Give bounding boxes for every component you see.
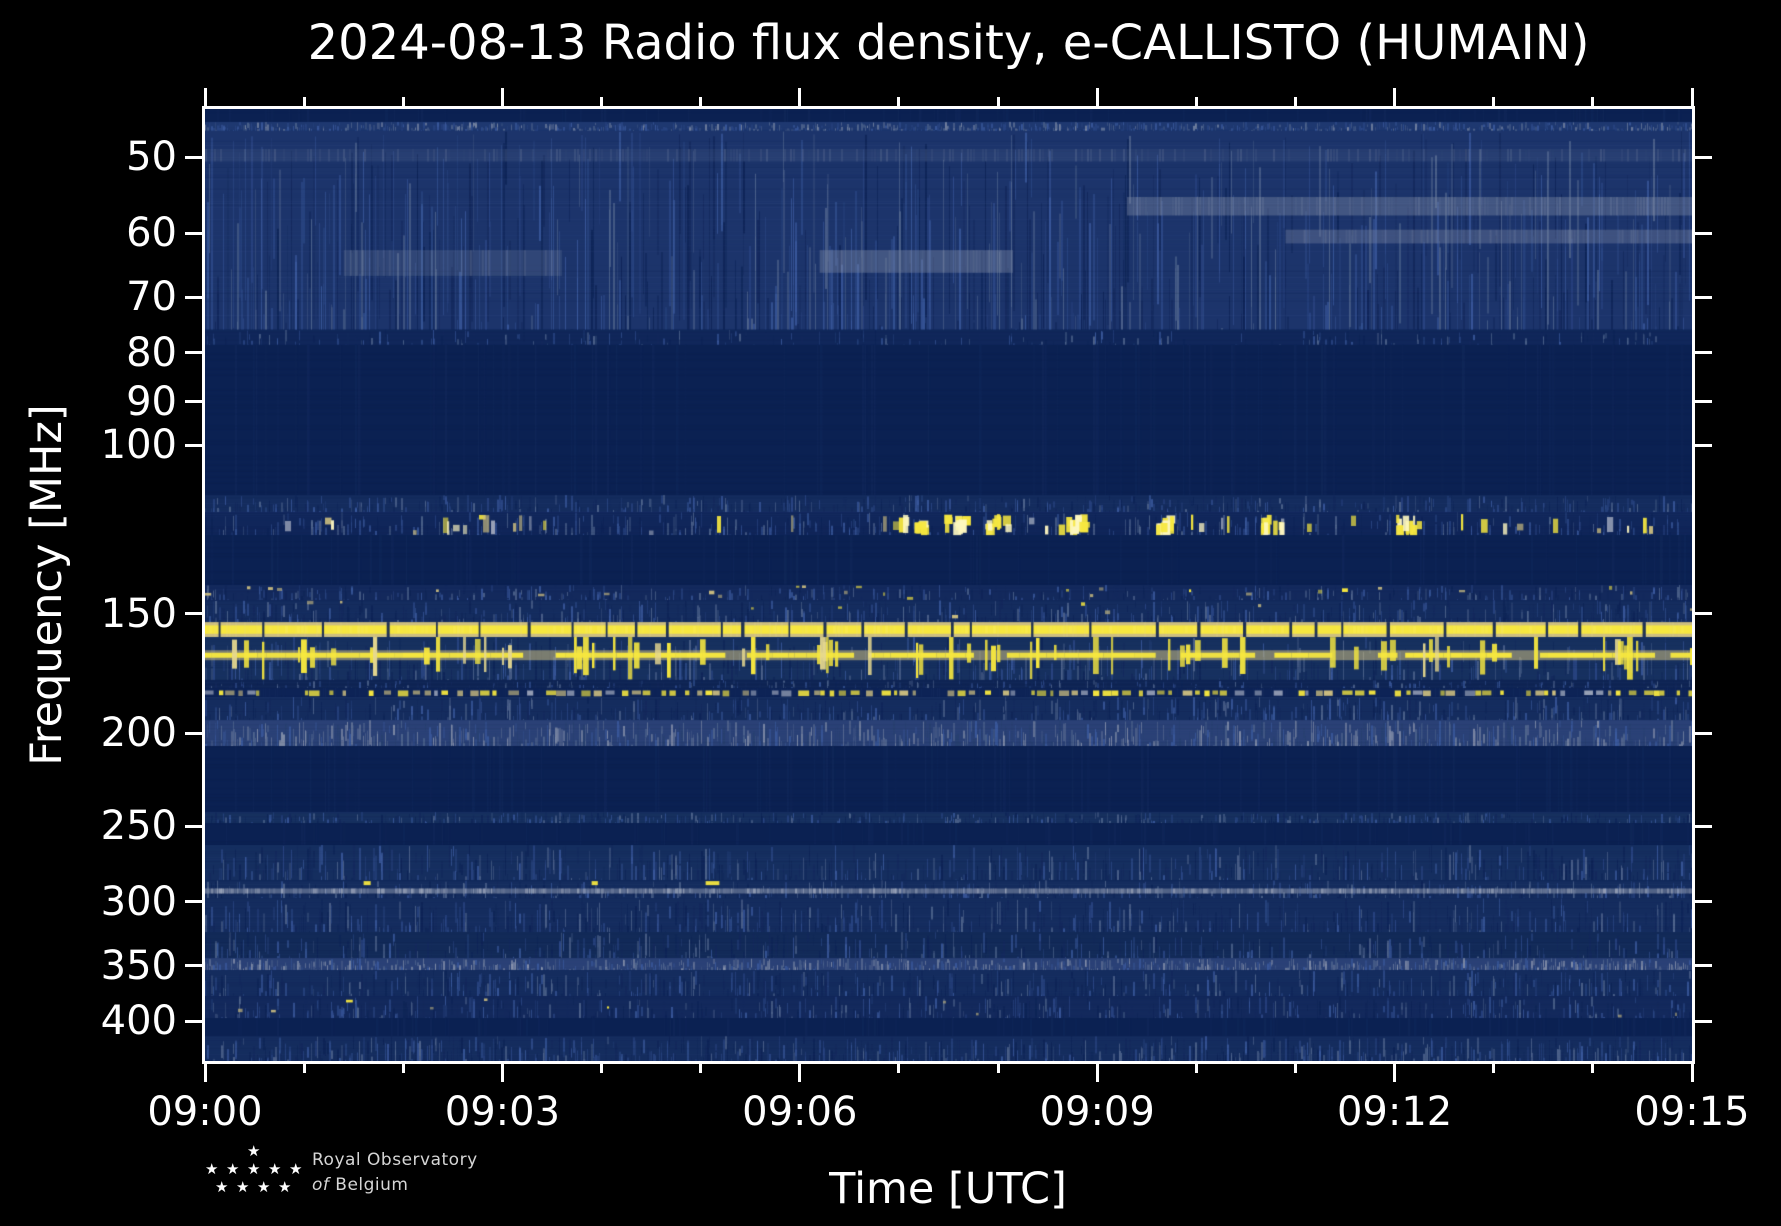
x-tick-minor	[1492, 1064, 1496, 1073]
x-tick-minor	[996, 1064, 1000, 1073]
y-axis-label: Frequency [MHz]	[22, 404, 72, 766]
x-tick-minor	[1293, 1064, 1297, 1073]
y-tick-right	[1695, 824, 1712, 828]
y-tick-label: 200	[100, 710, 177, 757]
credit-text-line1: Royal Observatory	[312, 1150, 478, 1170]
x-tick-major-top	[1095, 88, 1099, 106]
x-tick-major	[1393, 1064, 1397, 1082]
x-tick-minor	[1194, 1064, 1198, 1073]
star-icon: ★	[236, 1178, 250, 1196]
x-tick-major-top	[1690, 88, 1694, 106]
star-icon: ★	[257, 1178, 271, 1196]
x-tick-minor-top	[699, 97, 703, 106]
y-tick-left	[185, 231, 202, 235]
x-tick-minor	[699, 1064, 703, 1073]
x-tick-minor-top	[897, 97, 901, 106]
x-axis-label: Time [UTC]	[829, 1164, 1067, 1214]
x-tick-minor-top	[996, 97, 1000, 106]
y-tick-label: 100	[100, 422, 177, 469]
y-tick-right	[1695, 295, 1712, 299]
y-tick-right	[1695, 900, 1712, 904]
x-tick-major-top	[1393, 88, 1397, 106]
y-tick-right	[1695, 443, 1712, 447]
y-tick-left	[185, 731, 202, 735]
x-tick-minor-top	[401, 97, 405, 106]
spectrogram-plot	[202, 106, 1695, 1064]
x-tick-minor-top	[1293, 97, 1297, 106]
y-tick-left	[185, 964, 202, 968]
x-tick-minor-top	[1194, 97, 1198, 106]
x-tick-major	[1095, 1064, 1099, 1082]
y-tick-left	[185, 612, 202, 616]
y-tick-label: 300	[100, 878, 177, 925]
x-tick-label: 09:06	[742, 1089, 858, 1135]
x-tick-minor	[897, 1064, 901, 1073]
star-icon: ★	[215, 1178, 229, 1196]
star-icon: ★	[268, 1160, 282, 1178]
y-tick-left	[185, 900, 202, 904]
x-tick-major	[1690, 1064, 1694, 1082]
x-tick-major-top	[500, 88, 504, 106]
y-tick-right	[1695, 351, 1712, 355]
y-tick-right	[1695, 731, 1712, 735]
star-icon: ★	[205, 1160, 219, 1178]
x-tick-major	[798, 1064, 802, 1082]
x-tick-minor	[401, 1064, 405, 1073]
x-tick-minor-top	[600, 97, 604, 106]
y-tick-right	[1695, 612, 1712, 616]
y-tick-right	[1695, 400, 1712, 404]
spectrogram-image	[205, 109, 1692, 1061]
x-tick-label: 09:00	[147, 1089, 263, 1135]
x-tick-minor-top	[1591, 97, 1595, 106]
star-icon: ★	[247, 1160, 261, 1178]
x-tick-major	[203, 1064, 207, 1082]
star-icon: ★	[226, 1160, 240, 1178]
credit-text-line2: of Belgium	[312, 1175, 409, 1195]
y-tick-label: 150	[100, 590, 177, 637]
x-tick-major-top	[203, 88, 207, 106]
y-tick-left	[185, 155, 202, 159]
x-tick-label: 09:03	[444, 1089, 561, 1135]
y-tick-right	[1695, 1019, 1712, 1023]
x-tick-minor	[1591, 1064, 1595, 1073]
x-tick-major	[500, 1064, 504, 1082]
y-tick-label: 90	[126, 378, 177, 425]
x-tick-major-top	[798, 88, 802, 106]
y-tick-label: 400	[100, 998, 177, 1045]
x-tick-minor-top	[1492, 97, 1496, 106]
y-tick-right	[1695, 964, 1712, 968]
y-tick-left	[185, 400, 202, 404]
y-tick-right	[1695, 231, 1712, 235]
x-tick-minor	[600, 1064, 604, 1073]
star-icon: ★	[247, 1142, 261, 1160]
y-tick-left	[185, 295, 202, 299]
y-tick-label: 60	[126, 210, 177, 257]
x-tick-minor-top	[302, 97, 306, 106]
x-tick-label: 09:09	[1039, 1089, 1155, 1135]
y-tick-label: 350	[100, 942, 177, 989]
x-tick-label: 09:12	[1336, 1089, 1453, 1135]
y-tick-label: 250	[100, 803, 177, 850]
chart-title: 2024-08-13 Radio flux density, e-CALLIST…	[307, 15, 1590, 71]
x-tick-minor	[302, 1064, 306, 1073]
y-tick-left	[185, 1019, 202, 1023]
y-tick-left	[185, 351, 202, 355]
y-tick-label: 80	[126, 329, 177, 376]
y-tick-label: 50	[126, 134, 177, 181]
x-tick-label: 09:15	[1634, 1089, 1750, 1135]
star-icon: ★	[278, 1178, 292, 1196]
y-tick-left	[185, 443, 202, 447]
y-tick-right	[1695, 155, 1712, 159]
y-tick-label: 70	[126, 274, 177, 321]
y-tick-left	[185, 824, 202, 828]
star-icon: ★	[289, 1160, 303, 1178]
